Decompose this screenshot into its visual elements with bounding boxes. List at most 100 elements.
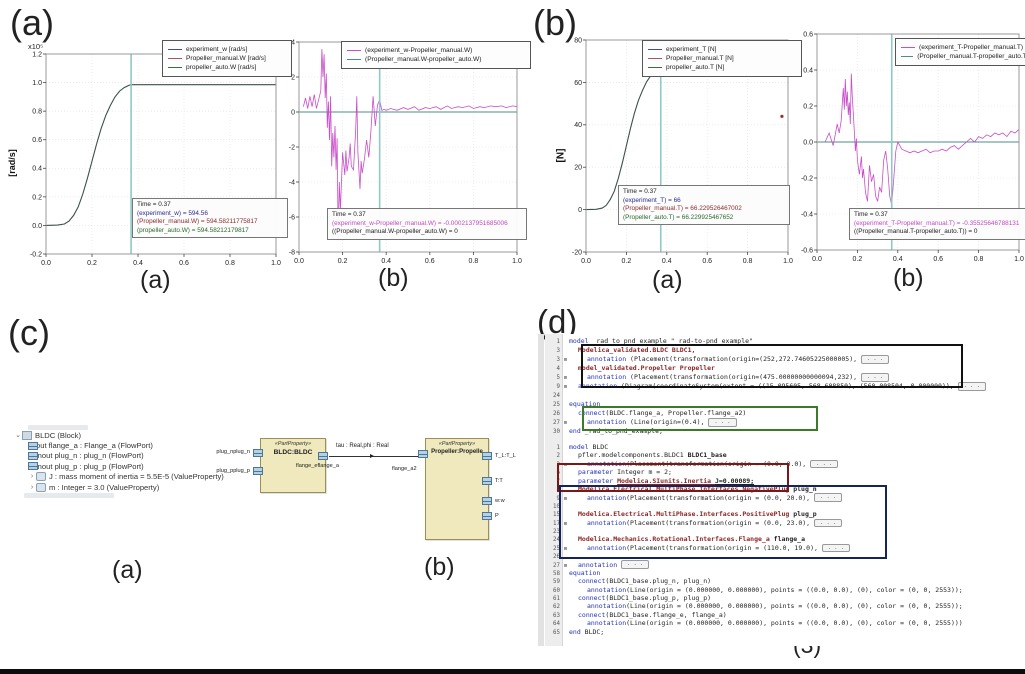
bldc-block[interactable]: «PartProperty» BLDC:BLDC [260, 438, 326, 493]
code-token: parameter [578, 476, 618, 485]
code-line: 3 ⊞ annotation(Placement(transformation(or… [545, 459, 1025, 469]
code-line-text: annotation(Placement(transformation(orig… [569, 518, 843, 528]
legend-label: (experiment_T-Propeller_manual.T) [919, 44, 1024, 51]
panel-a-label: (a) [10, 2, 54, 43]
code-token: (BLDC.flange_a, Propeller.flange_a2) [605, 409, 747, 417]
line-number: 58 [553, 570, 560, 577]
tree-row[interactable]: ⌄ BLDC (Block) [14, 430, 266, 440]
svg-text:-0.6: -0.6 [801, 247, 813, 254]
propeller-port-t[interactable] [482, 477, 492, 485]
bldc-flange-label: flange_eflange_a [296, 463, 339, 469]
tooltip-line: ((Propeller_manual.T-propeller_auto.T)) … [854, 228, 978, 236]
svg-text:0.0: 0.0 [812, 256, 822, 263]
collapsed-annotation-chip[interactable]: . . . [957, 382, 986, 391]
panel-d-label: (d) [537, 303, 578, 340]
tree-expander-icon[interactable]: › [30, 473, 34, 481]
svg-text:0.8: 0.8 [32, 109, 42, 116]
code-token: _rad_to_pnd_example [592, 337, 671, 345]
code-fold-icon[interactable]: ⊞ [563, 420, 568, 427]
legend-line-swatch [648, 58, 662, 59]
tooltip-line: (experiment_T-Propeller_manual.T) = -0.3… [854, 219, 1020, 227]
propeller-port-p[interactable] [482, 512, 492, 520]
svg-text:1.0: 1.0 [1014, 256, 1024, 263]
tree-value-icon [36, 482, 46, 492]
code-fold-icon[interactable]: ⊞ [563, 495, 568, 502]
collapsed-annotation-chip[interactable]: . . . [860, 373, 890, 382]
svg-text:0.4: 0.4 [893, 256, 903, 263]
code-token: annotation [587, 418, 631, 427]
code-fold-icon[interactable]: ⊞ [563, 384, 568, 391]
tree-row[interactable]: inout plug_p : plug_p (FlowPort) [14, 461, 266, 471]
tree-row[interactable]: › J : mass moment of inertia = 5.5E-5 (Va… [14, 472, 266, 482]
code-token: model [569, 443, 593, 451]
code-fold-icon[interactable]: ⊞ [563, 462, 568, 469]
code-fold-icon[interactable]: ⊞ [563, 520, 568, 527]
collapsed-annotation-chip[interactable]: . . . [813, 493, 843, 502]
y-axis-label: [N] [555, 148, 567, 163]
code-line-text: annotation(Placement(transformation(orig… [569, 493, 843, 502]
svg-text:-8: -8 [289, 249, 295, 256]
bldc-port-flange-a[interactable] [318, 452, 328, 460]
code-line-text: connect(BLDC1_base.plug_p, plug_p) [569, 594, 711, 602]
code-line: 23 [545, 527, 1025, 535]
tree-row[interactable]: inout plug_n : plug_n (FlowPort) [14, 451, 266, 461]
collapsed-annotation-chip[interactable]: . . . [821, 543, 851, 553]
bldc-port-plug-n-label: plug_nplug_n [216, 449, 250, 455]
connector-label: tau : Real,phi : Real [336, 443, 389, 449]
code-line-text: equation [569, 569, 600, 577]
collapsed-annotation-chip[interactable]: . . . [621, 560, 650, 569]
svg-text:-6: -6 [289, 214, 295, 221]
connector-line[interactable] [329, 456, 419, 457]
bldc-port-plug-p[interactable] [253, 467, 263, 475]
code-line-text: model BLDC [569, 443, 608, 451]
line-number: 1 [556, 339, 561, 345]
legend-box: (experiment_w-Propeller_manual.W) (Propel… [341, 41, 531, 69]
tooltip-line: (propeller_auto.W) = 594.58212179817 [137, 226, 249, 234]
code-line: 2 pfler.modelcomponents.BLDC1 BLDC1_base [545, 451, 1025, 459]
collapsed-annotation-chip[interactable]: . . . [860, 355, 890, 364]
propeller-port-flange-a2[interactable] [418, 450, 428, 458]
tooltip-line: Time = 0.37 [623, 188, 657, 195]
code-fold-icon[interactable]: ⊞ [563, 545, 568, 552]
tree-row[interactable]: › m : Integer = 3.0 (ValueProperty) [14, 482, 266, 492]
svg-text:0.2: 0.2 [622, 258, 632, 265]
collapsed-annotation-chip[interactable]: . . . [708, 418, 737, 427]
code-line-text: end BLDC; [569, 628, 604, 636]
code-line-text: annotation (Line(origin=(0.4), . . . [569, 418, 737, 427]
legend-label: experiment_T [N] [666, 46, 717, 53]
line-number: 3 [556, 348, 561, 354]
legend-item: experiment_w [rad/s] [168, 46, 286, 53]
collapsed-annotation-chip[interactable]: . . . [813, 518, 843, 528]
code-token: Modelica.Mechanics.Rotational.Interfaces… [578, 535, 774, 544]
tree-expander-icon[interactable]: › [30, 483, 34, 491]
bldc-port-plug-n[interactable] [253, 449, 263, 457]
propeller-block[interactable]: «PartProperty» Propeller:Propelle [425, 438, 489, 540]
code-token: equation [569, 400, 601, 408]
legend-line-swatch [347, 59, 361, 60]
code-fold-icon[interactable]: ⊞ [563, 357, 568, 364]
tooltip-line: Time = 0.37 [854, 211, 888, 218]
code-fold-icon[interactable]: ⊞ [563, 562, 568, 569]
svg-text:0.8: 0.8 [743, 258, 753, 265]
propeller-port-w[interactable] [482, 497, 492, 505]
code-line: 62 annotation(Line(origin = (0.000000, 0.… [545, 602, 1025, 610]
code-editor-scrollbar[interactable] [538, 334, 544, 646]
code-token: (BLDC1_base.plug_n, plug_n) [605, 577, 712, 586]
line-number: 26 [553, 554, 560, 561]
legend-label: Propeller_manual.W [rad/s] [186, 55, 266, 62]
tree-expander-icon[interactable]: ⌄ [15, 432, 21, 440]
tree-block-icon [22, 430, 32, 440]
tooltip-line: ((Propeller_manual.W-propeller_auto.W) =… [332, 228, 458, 236]
tree-row[interactable]: out flange_a : Flange_a (FlowPort) [14, 440, 266, 450]
code-fold-icon[interactable]: ⊞ [563, 375, 568, 382]
tree-row-label: J : mass moment of inertia = 5.5E-5 (Val… [49, 472, 224, 482]
line-number: 15 [553, 512, 560, 519]
code-token: plug_n [793, 484, 817, 493]
y-axis-multiplier: x10⁵ [28, 42, 44, 51]
code-line-text: Modelica.Electrical.MultiPhase.Interface… [569, 485, 817, 493]
collapsed-annotation-chip[interactable]: . . . [810, 459, 839, 469]
svg-text:0.2: 0.2 [338, 258, 348, 265]
propeller-port-t_l[interactable] [482, 452, 492, 460]
code-token: (Line(origin=(0.4), [630, 418, 709, 427]
svg-text:1.0: 1.0 [783, 258, 793, 265]
